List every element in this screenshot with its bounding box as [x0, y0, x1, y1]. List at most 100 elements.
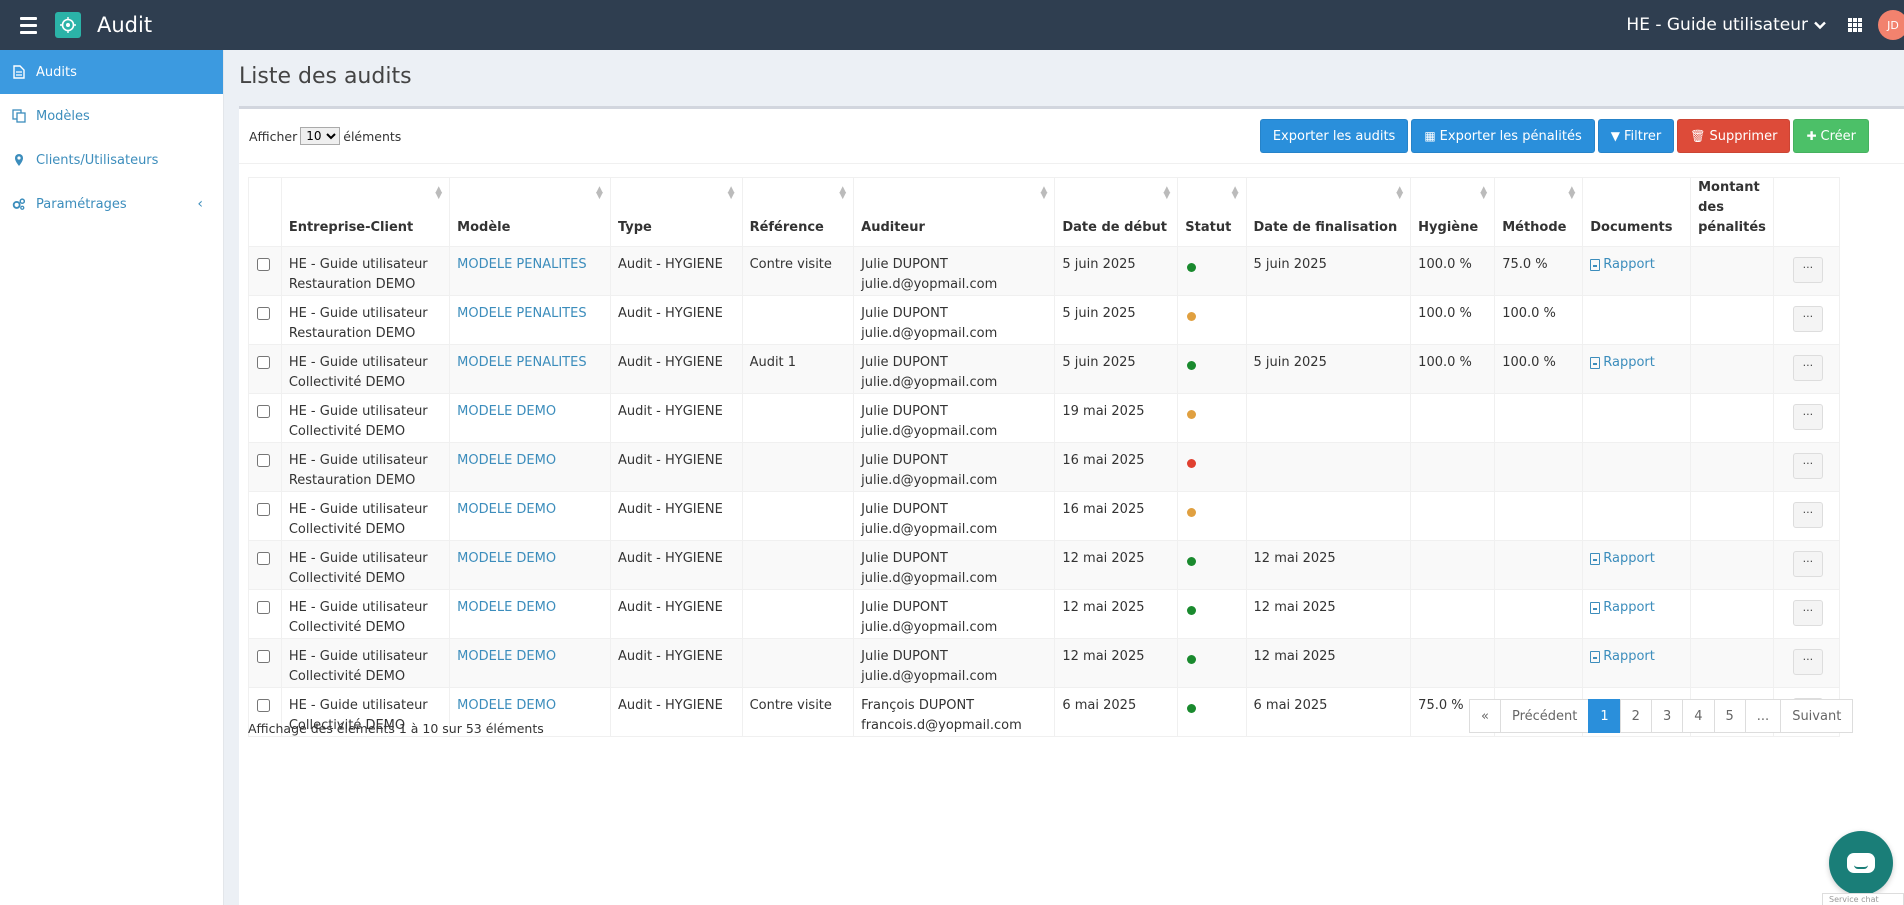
sidebar-item-audits[interactable]: Audits: [0, 50, 223, 94]
row-actions-button[interactable]: ...: [1792, 306, 1823, 332]
page-ellipsis[interactable]: ...: [1744, 699, 1782, 733]
org-selector[interactable]: HE - Guide utilisateur: [1626, 15, 1826, 35]
row-checkbox[interactable]: [257, 405, 270, 418]
method-cell: [1494, 589, 1584, 639]
col-reference[interactable]: Référence ▲ ▼: [741, 177, 855, 247]
page-first[interactable]: «: [1469, 699, 1501, 733]
row-actions-button[interactable]: ...: [1792, 502, 1823, 528]
col-hygiene[interactable]: Hygiène ▲ ▼: [1410, 177, 1496, 247]
chat-button[interactable]: [1829, 831, 1893, 895]
penalties-cell: [1690, 393, 1774, 443]
row-actions-button[interactable]: ...: [1792, 551, 1823, 577]
end-date-cell: 5 juin 2025: [1245, 246, 1412, 296]
page-length-select[interactable]: 10: [300, 127, 341, 145]
page-3[interactable]: 3: [1650, 699, 1684, 733]
table-row[interactable]: HE - Guide utilisateur Collectivité DEMO M…: [248, 540, 1841, 590]
row-actions-button[interactable]: ...: [1792, 453, 1823, 479]
model-link[interactable]: MODELE DEMO: [457, 649, 557, 664]
hygiene-cell: [1410, 491, 1496, 541]
col-model[interactable]: Modèle ▲ ▼: [449, 177, 611, 247]
plus-icon: ✚: [1806, 129, 1817, 143]
row-actions-button[interactable]: ...: [1792, 355, 1823, 381]
table-row[interactable]: HE - Guide utilisateur Restauration DEMO M…: [248, 295, 1841, 345]
row-actions-button[interactable]: ...: [1792, 257, 1823, 283]
sidebar-item-settings[interactable]: Paramétrages ‹: [0, 182, 223, 226]
reference-cell: Contre visite: [741, 246, 855, 296]
col-auditor[interactable]: Auditeur ▲ ▼: [853, 177, 1056, 247]
col-end-date[interactable]: Date de finalisation ▲ ▼: [1245, 177, 1412, 247]
export-audits-button[interactable]: Exporter les audits: [1259, 119, 1409, 153]
row-checkbox[interactable]: [257, 650, 270, 663]
reference-cell: Audit 1: [741, 344, 855, 394]
model-link[interactable]: MODELE PENALITES: [457, 355, 587, 370]
model-link[interactable]: MODELE DEMO: [457, 502, 557, 517]
report-link[interactable]: Rapport: [1590, 549, 1655, 569]
model-link[interactable]: MODELE DEMO: [457, 453, 557, 468]
auditor-email: julie.d@yopmail.com: [861, 326, 998, 341]
row-actions-button[interactable]: ...: [1792, 649, 1823, 675]
company-name: HE - Guide utilisateur: [288, 600, 428, 615]
table-row[interactable]: HE - Guide utilisateur Collectivité DEMO M…: [248, 687, 1841, 737]
site-name: Collectivité DEMO: [288, 424, 406, 439]
method-cell: [1494, 393, 1584, 443]
col-method[interactable]: Méthode ▲ ▼: [1494, 177, 1584, 247]
row-checkbox[interactable]: [257, 552, 270, 565]
page-1[interactable]: 1: [1588, 699, 1621, 733]
type-cell: Audit - HYGIENE: [609, 687, 743, 737]
documents-cell: Rapport: [1582, 540, 1692, 590]
col-type[interactable]: Type ▲ ▼: [609, 177, 743, 247]
report-link[interactable]: Rapport: [1590, 353, 1655, 373]
app-title[interactable]: Audit: [97, 13, 153, 37]
col-company[interactable]: Entreprise-Client ▲ ▼: [280, 177, 451, 247]
apps-grid-icon[interactable]: [1848, 18, 1862, 32]
col-start-date[interactable]: Date de début ▲ ▼: [1054, 177, 1179, 247]
report-link[interactable]: Rapport: [1590, 598, 1655, 618]
row-checkbox[interactable]: [257, 356, 270, 369]
report-link[interactable]: Rapport: [1590, 255, 1655, 275]
col-status[interactable]: Statut ▲ ▼: [1177, 177, 1247, 247]
page-4[interactable]: 4: [1682, 699, 1715, 733]
hygiene-cell: 100.0 %: [1410, 344, 1496, 394]
app-logo[interactable]: [55, 12, 81, 38]
model-cell: MODELE PENALITES: [449, 295, 611, 345]
auditor-name: Julie DUPONT: [861, 600, 948, 615]
page-2[interactable]: 2: [1619, 699, 1652, 733]
menu-toggle-icon[interactable]: [10, 0, 46, 50]
table-row[interactable]: HE - Guide utilisateur Collectivité DEMO M…: [248, 491, 1841, 541]
model-link[interactable]: MODELE PENALITES: [457, 306, 587, 321]
row-select-cell: [248, 246, 282, 296]
row-checkbox[interactable]: [257, 601, 270, 614]
model-link[interactable]: MODELE DEMO: [457, 404, 557, 419]
table-row[interactable]: HE - Guide utilisateur Restauration DEMO M…: [248, 442, 1841, 492]
report-link[interactable]: Rapport: [1590, 647, 1655, 667]
company-cell: HE - Guide utilisateur Restauration DEMO: [280, 442, 451, 492]
table-row[interactable]: HE - Guide utilisateur Collectivité DEMO M…: [248, 344, 1841, 394]
user-avatar[interactable]: JD: [1878, 10, 1904, 40]
site-name: Collectivité DEMO: [288, 375, 406, 390]
table-row[interactable]: HE - Guide utilisateur Collectivité DEMO M…: [248, 589, 1841, 639]
status-cell: [1177, 540, 1247, 590]
row-checkbox[interactable]: [257, 699, 270, 712]
export-penalties-button[interactable]: ▦ Exporter les pénalités: [1411, 119, 1595, 153]
row-checkbox[interactable]: [257, 503, 270, 516]
table-row[interactable]: HE - Guide utilisateur Restauration DEMO M…: [248, 246, 1841, 296]
row-actions-button[interactable]: ...: [1792, 600, 1823, 626]
filter-button[interactable]: ▼ Filtrer: [1597, 119, 1675, 153]
row-checkbox[interactable]: [257, 454, 270, 467]
table-row[interactable]: HE - Guide utilisateur Collectivité DEMO M…: [248, 638, 1841, 688]
page-next[interactable]: Suivant: [1780, 699, 1854, 733]
table-row[interactable]: HE - Guide utilisateur Collectivité DEMO M…: [248, 393, 1841, 443]
model-link[interactable]: MODELE PENALITES: [457, 257, 587, 272]
sidebar-item-clients[interactable]: Clients/Utilisateurs: [0, 138, 223, 182]
sidebar-item-models[interactable]: Modèles: [0, 94, 223, 138]
create-button[interactable]: ✚ Créer: [1793, 119, 1869, 153]
row-actions-button[interactable]: ...: [1792, 404, 1823, 430]
page-5[interactable]: 5: [1713, 699, 1746, 733]
model-link[interactable]: MODELE DEMO: [457, 600, 557, 615]
model-link[interactable]: MODELE DEMO: [457, 551, 557, 566]
row-checkbox[interactable]: [257, 258, 270, 271]
delete-button[interactable]: 🗑 Supprimer: [1677, 119, 1791, 153]
model-link[interactable]: MODELE DEMO: [457, 698, 557, 713]
page-previous[interactable]: Précédent: [1499, 699, 1590, 733]
row-checkbox[interactable]: [257, 307, 270, 320]
